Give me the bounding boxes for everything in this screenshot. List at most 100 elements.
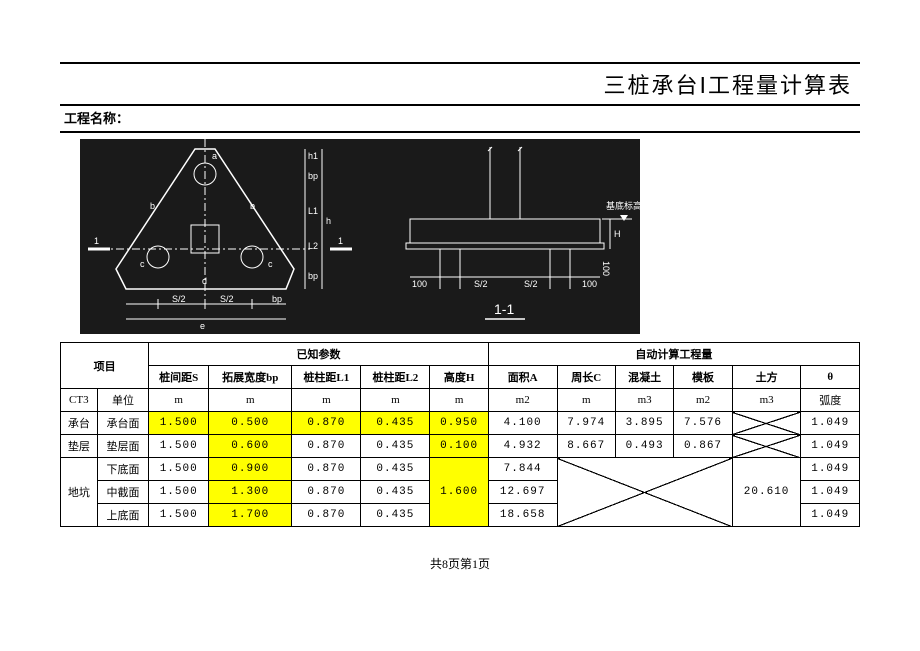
value-cell: 1.049 [801, 458, 860, 481]
col-header: 土方 [732, 366, 801, 389]
header-row-1: 项目 已知参数 自动计算工程量 [61, 343, 860, 366]
svg-text:h1: h1 [308, 151, 318, 161]
value-cell: 0.900 [209, 458, 292, 481]
svg-text:H: H [614, 229, 621, 239]
svg-text:100: 100 [601, 261, 611, 276]
col-header: 桩柱距L2 [361, 366, 430, 389]
unit-label: 单位 [97, 389, 149, 412]
name-cell: 承台面 [97, 412, 149, 435]
value-cell: 1.049 [801, 504, 860, 527]
col-header: 混凝土 [615, 366, 673, 389]
value-cell: 7.844 [488, 458, 557, 481]
svg-text:S/2: S/2 [524, 279, 538, 289]
value-cell: 1.500 [149, 504, 209, 527]
value-cell: 1.049 [801, 435, 860, 458]
svg-text:e: e [200, 321, 205, 331]
value-cell: 0.870 [292, 481, 361, 504]
svg-text:bp: bp [272, 294, 282, 304]
name-cell: 垫层面 [97, 435, 149, 458]
value-cell: 0.500 [209, 412, 292, 435]
value-cell: 8.667 [557, 435, 615, 458]
value-cell: 1.500 [149, 458, 209, 481]
unit-cell: m [209, 389, 292, 412]
value-cell: 0.435 [361, 481, 430, 504]
value-cell: 1.700 [209, 504, 292, 527]
svg-text:1: 1 [338, 236, 343, 246]
section-title: 1-1 [494, 301, 514, 317]
group-cell: 承台 [61, 412, 98, 435]
value-cell: 1.500 [149, 481, 209, 504]
unit-cell: m [149, 389, 209, 412]
svg-text:b: b [250, 201, 255, 211]
col-header: 周长C [557, 366, 615, 389]
svg-text:c: c [140, 259, 145, 269]
base-elev-label: 基底标高 [606, 200, 640, 211]
diagram-section: 100 100 S/2 S/2 H 100 基底标高 1-1 [370, 139, 640, 334]
value-cell: 12.697 [488, 481, 557, 504]
value-cell: 1.500 [149, 412, 209, 435]
unit-cell: m3 [615, 389, 673, 412]
calc-table: 项目 已知参数 自动计算工程量 桩间距S拓展宽度bp桩柱距L1桩柱距L2高度H面… [60, 342, 860, 527]
unit-cell: m [361, 389, 430, 412]
value-cell: 7.974 [557, 412, 615, 435]
value-cell: 0.435 [361, 412, 430, 435]
table-row: 垫层垫层面1.5000.6000.8700.4350.1004.9328.667… [61, 435, 860, 458]
value-cell: 0.600 [209, 435, 292, 458]
col-project: 项目 [61, 343, 149, 389]
svg-text:S/2: S/2 [474, 279, 488, 289]
rule-top [60, 62, 860, 64]
col-header: 面积A [488, 366, 557, 389]
unit-cell: m [430, 389, 488, 412]
group-cell: 地坑 [61, 458, 98, 527]
value-cell: 0.435 [361, 504, 430, 527]
value-cell: 0.493 [615, 435, 673, 458]
col-header: 模板 [674, 366, 732, 389]
value-cell: 0.870 [292, 412, 361, 435]
value-cell: 4.932 [488, 435, 557, 458]
name-cell: 下底面 [97, 458, 149, 481]
col-header: 高度H [430, 366, 488, 389]
value-cell: 4.100 [488, 412, 557, 435]
title: 三桩承台Ⅰ工程量计算表 [604, 68, 861, 100]
value-cell: 0.870 [292, 504, 361, 527]
value-cell [732, 412, 801, 435]
cross-cell [557, 458, 732, 527]
col-header: θ [801, 366, 860, 389]
col-calc: 自动计算工程量 [488, 343, 859, 366]
header-row-2: 桩间距S拓展宽度bp桩柱距L1桩柱距L2高度H面积A周长C混凝土模板土方θ [61, 366, 860, 389]
svg-text:S/2: S/2 [172, 294, 186, 304]
unit-cell: 弧度 [801, 389, 860, 412]
value-cell: 3.895 [615, 412, 673, 435]
name-cell: 中截面 [97, 481, 149, 504]
svg-text:100: 100 [412, 279, 427, 289]
value-cell: 0.435 [361, 435, 430, 458]
value-cell: 0.100 [430, 435, 488, 458]
svg-text:bp: bp [308, 171, 318, 181]
col-header: 拓展宽度bp [209, 366, 292, 389]
col-known: 已知参数 [149, 343, 489, 366]
ct3: CT3 [61, 389, 98, 412]
svg-text:h: h [326, 216, 331, 226]
value-cell: 1.600 [430, 458, 488, 527]
project-name-label: 工程名称： [60, 106, 860, 131]
svg-text:L2: L2 [308, 241, 318, 251]
unit-cell: m [557, 389, 615, 412]
page: 三桩承台Ⅰ工程量计算表 工程名称： 1 1 [0, 0, 920, 651]
rule-bot [60, 131, 860, 133]
value-cell: 0.867 [674, 435, 732, 458]
svg-text:100: 100 [582, 279, 597, 289]
svg-text:b: b [150, 201, 155, 211]
section-mark-1: 1 [94, 236, 99, 246]
svg-text:d: d [202, 276, 207, 286]
name-cell: 上底面 [97, 504, 149, 527]
value-cell: 0.950 [430, 412, 488, 435]
table-row: 承台承台面1.5000.5000.8700.4350.9504.1007.974… [61, 412, 860, 435]
page-footer: 共8页第1页 [60, 555, 860, 572]
svg-text:S/2: S/2 [220, 294, 234, 304]
value-cell: 0.870 [292, 435, 361, 458]
value-cell: 1.049 [801, 481, 860, 504]
value-cell: 1.500 [149, 435, 209, 458]
table-row: 地坑下底面1.5000.9000.8700.4351.6007.84420.61… [61, 458, 860, 481]
unit-cell: m [292, 389, 361, 412]
col-header: 桩间距S [149, 366, 209, 389]
